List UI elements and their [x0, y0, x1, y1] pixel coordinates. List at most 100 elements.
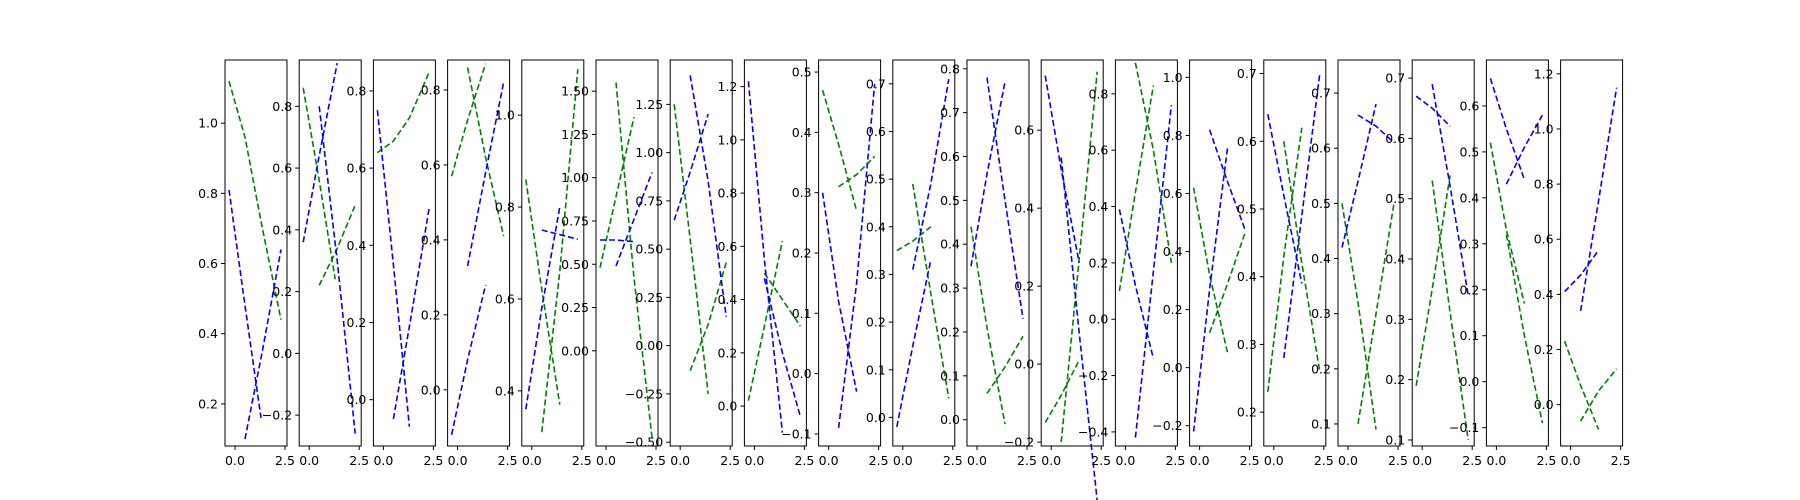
- series-line-green: [466, 67, 505, 237]
- y-tick-label: 0.2: [1014, 279, 1034, 294]
- y-tick-label: 0.4: [272, 222, 292, 237]
- y-tick-label: 0.6: [1385, 131, 1405, 146]
- y-tick-label: 0.6: [1460, 98, 1480, 113]
- y-tick-label: 0.8: [272, 99, 292, 114]
- y-tick-label: 0.0: [718, 399, 738, 414]
- series-line-blue: [1208, 129, 1247, 232]
- series-line-blue: [1341, 103, 1377, 248]
- y-tick-label: 0.1: [1311, 416, 1331, 431]
- x-tick-label: 2.5: [646, 453, 666, 468]
- y-tick-label: −0.2: [262, 408, 292, 423]
- x-tick-label: 0.0: [967, 453, 987, 468]
- y-tick-label: 0.4: [1311, 251, 1331, 266]
- series-line-green: [970, 226, 1006, 425]
- x-tick-label: 0.0: [1486, 453, 1506, 468]
- y-tick-label: 0.0: [792, 366, 812, 381]
- x-tick-label: 2.5: [498, 453, 518, 468]
- axes-frame: [743, 59, 807, 447]
- y-tick-label: 0.0: [1089, 312, 1109, 327]
- y-tick-label: 1.25: [635, 97, 663, 112]
- series-line-green: [1357, 203, 1395, 425]
- subplot-12: −0.2 0.0 0.2 0.4 0.6 0.0 2.5: [1004, 59, 1111, 500]
- x-tick-label: 0.0: [1412, 453, 1432, 468]
- series-line-green: [689, 262, 727, 371]
- x-tick-label: 2.5: [794, 453, 814, 468]
- y-tick-label: 0.25: [635, 290, 663, 305]
- y-tick-label: 0.7: [940, 105, 960, 120]
- x-tick-label: 2.5: [275, 453, 295, 468]
- y-tick-label: 0.2: [272, 284, 292, 299]
- y-tick-label: 0.75: [635, 193, 663, 208]
- series-line-blue: [1060, 157, 1098, 500]
- y-tick-label: 0.4: [1460, 190, 1480, 205]
- series-line-green: [1431, 180, 1469, 441]
- axes-frame: [1337, 59, 1401, 447]
- series-line-green: [747, 240, 784, 401]
- subplot-14: −0.2 0.0 0.2 0.4 0.6 0.8 1.0 0.0 2.5: [1152, 59, 1260, 468]
- y-tick-label: 0.6: [1089, 143, 1109, 158]
- y-tick-label: 0.2: [1460, 282, 1480, 297]
- x-tick-label: 2.5: [1462, 453, 1482, 468]
- series-line-green: [450, 63, 487, 177]
- series-line-blue: [244, 249, 282, 440]
- series-line-blue: [970, 81, 1006, 267]
- series-line-green: [1192, 187, 1229, 354]
- y-tick-label: 0.7: [866, 76, 886, 91]
- axes-frame: [669, 59, 733, 447]
- series-line-green: [599, 116, 635, 268]
- series-line-blue: [1415, 95, 1451, 127]
- y-tick-label: 0.00: [635, 338, 663, 353]
- y-tick-label: 0.5: [1385, 191, 1405, 206]
- series-line-blue: [912, 78, 950, 270]
- y-tick-label: 0.6: [1163, 186, 1183, 201]
- subplot-17: 0.1 0.2 0.3 0.4 0.5 0.6 0.7 0.0 2.5: [1385, 59, 1482, 468]
- series-line-blue: [1505, 114, 1544, 185]
- series-line-green: [318, 204, 356, 286]
- y-tick-label: 1.0: [198, 116, 218, 131]
- x-tick-label: 2.5: [1611, 453, 1631, 468]
- subplot-10: 0.0 0.1 0.2 0.3 0.4 0.5 0.6 0.7 0.0 2.5: [866, 59, 963, 468]
- x-tick-label: 2.5: [349, 453, 369, 468]
- y-tick-label: 0.1: [792, 306, 812, 321]
- axes-frame: [1263, 59, 1327, 447]
- series-line-green: [1341, 203, 1377, 430]
- series-line-green: [1579, 368, 1618, 422]
- y-tick-label: 0.6: [1534, 232, 1554, 247]
- series-line-green: [986, 335, 1024, 394]
- series-line-blue: [837, 84, 876, 428]
- y-tick-label: 1.0: [495, 108, 515, 123]
- series-line-blue: [689, 75, 727, 317]
- x-tick-label: 2.5: [1314, 453, 1334, 468]
- y-tick-label: 0.6: [198, 256, 218, 271]
- y-tick-label: 0.2: [1385, 372, 1405, 387]
- y-tick-label: 0.2: [347, 315, 367, 330]
- y-tick-label: 0.3: [1460, 236, 1480, 251]
- x-tick-label: 2.5: [1017, 453, 1037, 468]
- x-tick-label: 0.0: [522, 453, 542, 468]
- series-line-blue: [525, 206, 561, 410]
- series-line-blue: [1118, 209, 1155, 359]
- axes-frame: [966, 59, 1030, 447]
- series-line-blue: [1564, 249, 1600, 293]
- axes-frame: [1040, 59, 1104, 447]
- axes-frame: [372, 59, 436, 447]
- series-line-green: [1044, 359, 1080, 424]
- y-tick-label: 0.8: [940, 61, 960, 76]
- y-tick-label: 0.4: [1014, 201, 1034, 216]
- y-tick-label: 1.0: [1534, 121, 1554, 136]
- series-line-blue: [450, 284, 487, 435]
- y-tick-label: 0.4: [718, 292, 738, 307]
- y-tick-label: 1.0: [718, 132, 738, 147]
- y-tick-label: 0.4: [1089, 199, 1109, 214]
- x-tick-label: 0.0: [670, 453, 690, 468]
- y-tick-label: −0.2: [1078, 368, 1108, 383]
- x-tick-label: 0.0: [1041, 453, 1061, 468]
- y-tick-label: 0.50: [561, 257, 589, 272]
- x-tick-label: 2.5: [720, 453, 740, 468]
- y-tick-label: 0.6: [272, 161, 292, 176]
- axes-frame: [224, 59, 288, 447]
- x-tick-label: 0.0: [373, 453, 393, 468]
- x-tick-label: 2.5: [869, 453, 889, 468]
- y-tick-label: 0.50: [635, 242, 663, 257]
- y-tick-label: 0.5: [1237, 201, 1257, 216]
